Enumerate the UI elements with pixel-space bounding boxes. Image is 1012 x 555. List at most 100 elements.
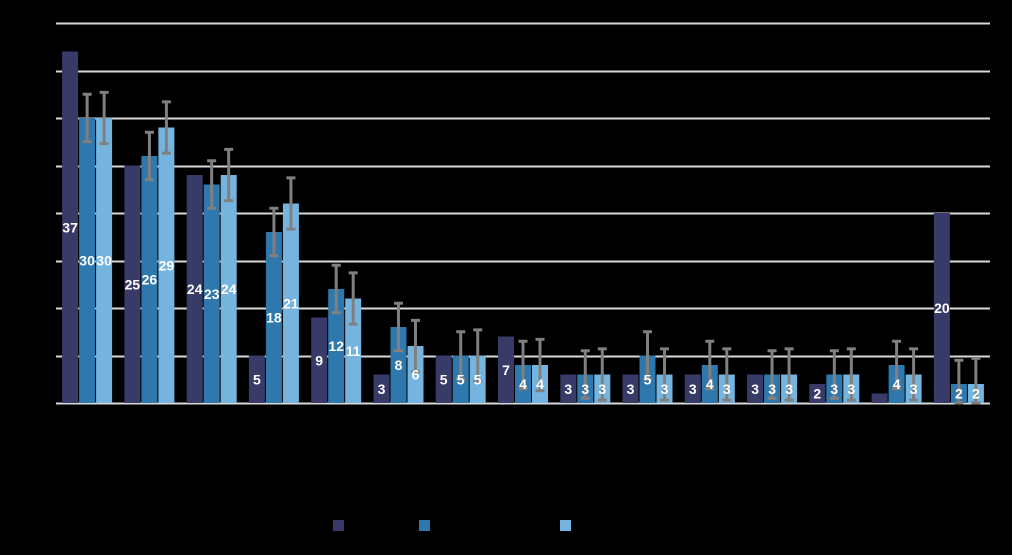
data-label: 24 [221,281,237,297]
data-label: 4 [536,376,544,392]
data-label: 3 [564,381,572,397]
error-bar [954,358,964,405]
data-label: 5 [440,371,448,387]
data-label: 8 [395,357,403,373]
data-label: 3 [598,381,606,397]
bar-series-1-group-13 [809,384,826,403]
legend-swatch-series-2 [419,519,430,531]
legend-item-series-1 [333,519,350,531]
bar-series-2-group-1 [79,118,96,403]
data-label: 3 [768,381,776,397]
error-bar [892,339,902,391]
data-label: 9 [315,352,323,368]
data-label: 30 [96,253,112,269]
data-label: 7 [502,362,510,378]
data-label: 3 [689,381,697,397]
data-label: 2 [955,386,963,402]
data-label: 3 [785,381,793,397]
data-label: 2 [813,386,821,402]
bar-series-1-group-7 [435,355,452,403]
error-bar [161,100,171,155]
data-label: 37 [62,219,78,235]
bar-series-1-group-9 [560,374,577,403]
data-label: 5 [644,371,652,387]
data-label: 4 [519,376,527,392]
bar-series-1-group-12 [747,374,764,403]
bar-series-1-group-8 [498,336,514,403]
legend-item-series-2 [419,519,436,531]
error-bar [829,349,839,400]
error-bar [784,347,794,402]
error-bar [456,330,466,381]
error-bar [269,206,279,258]
data-label: 3 [627,381,635,397]
data-label: 29 [159,257,175,273]
data-label: 25 [125,276,141,292]
error-bar [643,330,653,381]
error-bar [909,347,919,402]
error-bar [99,90,109,146]
data-label: 23 [204,286,220,302]
data-label: 20 [934,300,950,316]
error-bar [580,349,590,400]
bar-series-3-group-4 [282,203,299,403]
error-bar [144,130,154,182]
bar-series-3-group-3 [220,175,237,403]
error-bar [207,159,217,210]
data-label: 3 [847,381,855,397]
data-label: 5 [457,371,465,387]
error-bar [535,337,545,393]
bar-series-2-group-6 [390,327,407,403]
error-bar [971,356,981,405]
error-bar [348,271,358,326]
data-label: 4 [893,376,901,392]
bar-series-3-group-2 [158,127,175,403]
error-bar [331,263,341,315]
error-bar [286,176,296,231]
data-label: 12 [328,338,344,354]
error-bar [224,147,234,203]
bar-series-2-group-2 [141,156,158,403]
data-label: 26 [142,272,158,288]
bar-series-1-group-4 [248,355,265,403]
bar-series-3-group-1 [96,118,113,403]
error-bar [473,328,483,383]
data-label: 6 [412,367,420,383]
data-label: 4 [706,376,714,392]
data-label: 3 [581,381,589,397]
data-label: 30 [79,253,95,269]
bar-series-1-group-1 [62,51,79,403]
error-bar [82,92,92,144]
data-label: 3 [910,381,918,397]
error-bar [722,347,732,402]
legend-swatch-series-3 [560,519,571,531]
bar-series-1-group-11 [684,374,701,403]
data-label: 3 [378,381,386,397]
bar-series-3-group-6 [407,346,424,403]
error-bar [846,347,856,402]
bar-series-1-group-15 [933,213,950,403]
error-bar [518,339,528,391]
error-bar [767,349,777,400]
data-label: 5 [474,371,482,387]
bar-series-1-group-5 [311,317,328,403]
data-label: 5 [253,371,261,387]
bar-series-1-group-6 [373,374,390,403]
bar-series-1-group-10 [622,374,639,403]
error-bar [660,347,670,402]
bar-series-1-group-3 [186,175,203,403]
data-label: 18 [266,310,282,326]
bar-series-2-group-4 [265,232,282,403]
legend-swatch-series-1 [333,519,344,531]
bar-series-1-group-2 [124,165,141,403]
legend [0,519,1012,531]
data-label: 11 [346,343,361,359]
data-label: 2 [972,386,980,402]
bar-series-1-group-14 [871,393,888,403]
error-bar [393,301,403,353]
data-label: 3 [830,381,838,397]
data-label: 3 [661,381,669,397]
error-bars [82,90,981,405]
